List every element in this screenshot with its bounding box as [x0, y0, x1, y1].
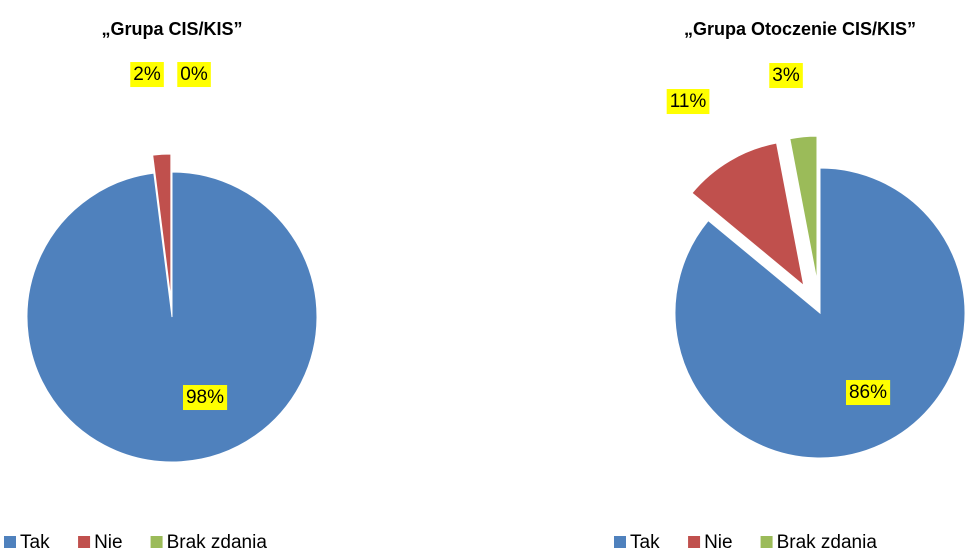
data-label-text: 86% [849, 382, 887, 403]
data-label-bg [769, 63, 803, 89]
data-label-text: 2% [133, 64, 161, 85]
legend-swatch [4, 536, 16, 548]
pie-slice [674, 167, 966, 459]
data-label-bg [666, 89, 710, 115]
legend-label: Tak [630, 532, 660, 553]
pie-slice [152, 153, 172, 300]
legend-label: Brak zdania [167, 532, 268, 553]
data-label: 0% [177, 62, 211, 88]
data-label-bg [130, 62, 164, 88]
legend-swatch [760, 536, 773, 548]
data-label: 2% [130, 62, 164, 88]
legend-swatch [688, 536, 701, 548]
data-label-text: 11% [670, 91, 707, 112]
chart-title: „Grupa Otoczenie CIS/KIS” [684, 19, 916, 39]
legend-label: Nie [94, 532, 123, 553]
data-label: 98% [182, 385, 228, 411]
data-label-text: 98% [186, 387, 224, 408]
pie-slice [691, 142, 805, 287]
data-label-bg [845, 380, 891, 406]
chart-title: „Grupa CIS/KIS” [101, 19, 242, 39]
data-label-text: 0% [180, 64, 208, 85]
legend-swatch [78, 536, 91, 548]
legend-label: Tak [20, 532, 50, 553]
pie-slice [26, 171, 318, 463]
data-label-bg [177, 62, 211, 88]
data-label-bg [182, 385, 228, 411]
legend-label: Nie [704, 532, 733, 553]
legend-swatch [150, 536, 163, 548]
data-label-text: 3% [772, 65, 800, 86]
pie-slice [789, 135, 818, 282]
legend-label: Brak zdania [777, 532, 878, 553]
legend-swatch [614, 536, 626, 548]
data-label: 86% [845, 380, 891, 406]
data-label: 11% [666, 89, 710, 115]
data-label: 3% [769, 63, 803, 89]
